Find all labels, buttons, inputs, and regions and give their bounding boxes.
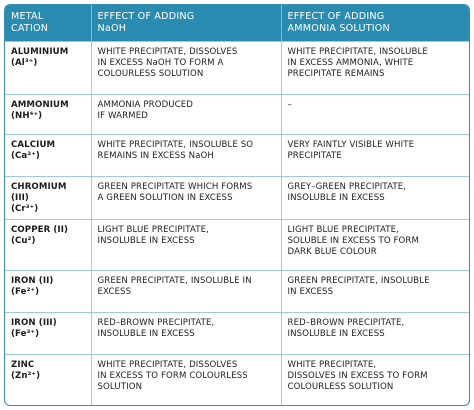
table-row: CHROMIUM (III) (Cr³⁺) GREEN PRECIPITATE W… <box>5 176 469 220</box>
header-row: METAL CATION EFFECT OF ADDING NaOH EFFECT … <box>5 5 469 41</box>
naoh-cell: LIGHT BLUE PRECIPITATE, INSOLUBLE IN EXCE… <box>91 219 282 271</box>
header-cation: METAL CATION <box>5 5 92 41</box>
header-naoh: EFFECT OF ADDING NaOH <box>91 5 282 41</box>
naoh-cell: AMMONIA PRODUCED IF WARMED <box>91 93 282 135</box>
ammonia-cell: VERY FAINTLY VISIBLE WHITE PRECIPITATE <box>281 134 469 177</box>
ammonia-cell: LIGHT BLUE PRECIPITATE, SOLUBLE IN EXCESS… <box>281 219 469 271</box>
cation-cell: CALCIUM (Ca²⁺) <box>5 134 92 177</box>
table-row: CALCIUM (Ca²⁺) WHITE PRECIPITATE, INSOLUB… <box>5 134 469 177</box>
ammonia-cell: – <box>281 93 469 135</box>
naoh-cell: WHITE PRECIPITATE, DISSOLVES IN EXCESS TO… <box>91 353 282 405</box>
table-row: IRON (III) (Fe³⁺) RED–BROWN PRECIPITATE, I… <box>5 312 469 355</box>
ammonia-cell: WHITE PRECIPITATE, DISSOLVES IN EXCESS TO… <box>281 353 469 405</box>
header-ammonia: EFFECT OF ADDING AMMONIA SOLUTION <box>281 5 469 41</box>
naoh-cell: GREEN PRECIPITATE, INSOLUBLE IN EXCESS <box>91 270 282 313</box>
table-row: COPPER (II) (Cu²) LIGHT BLUE PRECIPITATE,… <box>5 219 469 271</box>
cation-cell: IRON (III) (Fe³⁺) <box>5 312 92 355</box>
ammonia-cell: GREEN PRECIPITATE, INSOLUBLE IN EXCESS <box>281 270 469 313</box>
ammonia-cell: RED–BROWN PRECIPITATE, INSOLUBLE IN EXCES… <box>281 312 469 355</box>
cation-tests-table: METAL CATION EFFECT OF ADDING NaOH EFFECT … <box>5 5 469 405</box>
ammonia-cell: GREY–GREEN PRECIPITATE, INSOLUBLE IN EXCE… <box>281 176 469 220</box>
table-row: IRON (II) (Fe²⁺) GREEN PRECIPITATE, INSOL… <box>5 270 469 313</box>
cation-cell: IRON (II) (Fe²⁺) <box>5 270 92 313</box>
cation-cell: ALUMINIUM (Al³⁺) <box>5 40 92 95</box>
cation-cell: COPPER (II) (Cu²) <box>5 219 92 271</box>
cation-cell: AMMONIUM (NH⁴⁺) <box>5 93 92 135</box>
table-row: ALUMINIUM (Al³⁺) WHITE PRECIPITATE, DISSO… <box>5 40 469 95</box>
naoh-cell: WHITE PRECIPITATE, DISSOLVES IN EXCESS Na… <box>91 40 282 95</box>
ammonia-cell: WHITE PRECIPITATE, INSOLUBLE IN EXCESS AM… <box>281 40 469 95</box>
naoh-cell: WHITE PRECIPITATE, INSOLUBLE SO REMAINS I… <box>91 134 282 177</box>
cation-cell: ZINC (Zn²⁺) <box>5 353 92 405</box>
cation-cell: CHROMIUM (III) (Cr³⁺) <box>5 176 92 220</box>
cation-tests-table-frame: METAL CATION EFFECT OF ADDING NaOH EFFECT … <box>4 4 470 406</box>
table-row: AMMONIUM (NH⁴⁺) AMMONIA PRODUCED IF WARMED… <box>5 93 469 135</box>
table-row: ZINC (Zn²⁺) WHITE PRECIPITATE, DISSOLVES I… <box>5 353 469 405</box>
naoh-cell: GREEN PRECIPITATE WHICH FORMS A GREEN SOL… <box>91 176 282 220</box>
naoh-cell: RED–BROWN PRECIPITATE, INSOLUBLE IN EXCES… <box>91 312 282 355</box>
